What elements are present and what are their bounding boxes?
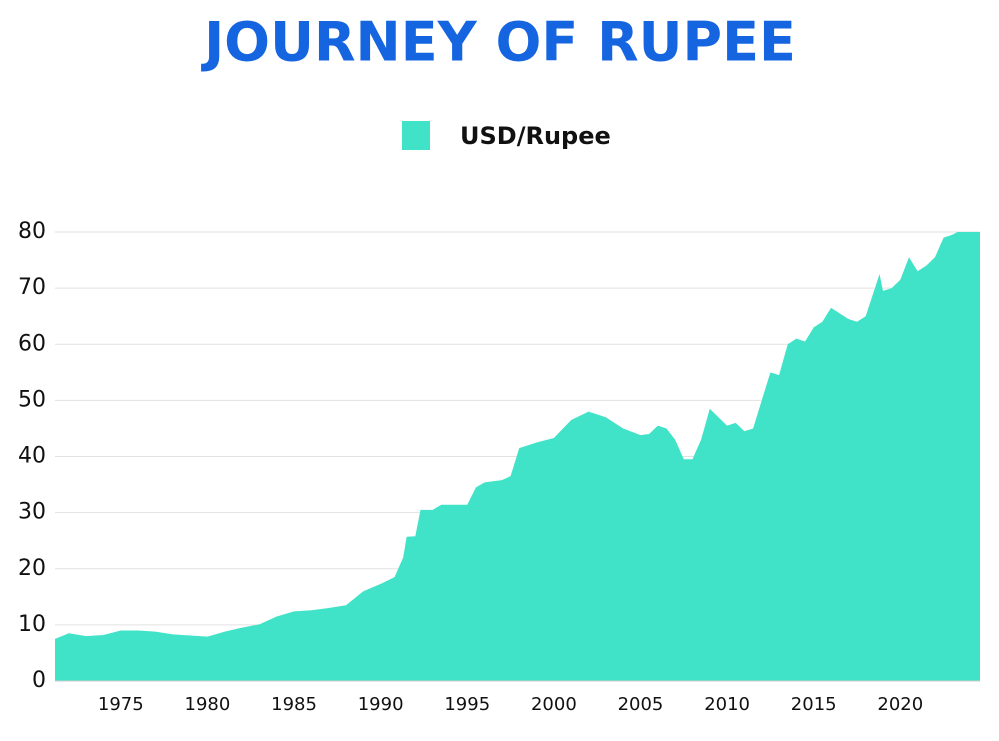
x-tick-label: 1990 [358, 694, 404, 715]
x-tick-label: 1980 [185, 694, 231, 715]
y-tick-label: 70 [18, 275, 46, 300]
y-tick-label: 10 [18, 612, 46, 637]
y-tick-label: 50 [18, 387, 46, 412]
x-tick-label: 2005 [618, 694, 664, 715]
legend-label: USD/Rupee [460, 122, 611, 150]
legend-swatch [402, 121, 430, 150]
y-tick-label: 80 [18, 219, 46, 244]
x-tick-label: 2020 [877, 694, 923, 715]
x-tick-label: 1985 [271, 694, 317, 715]
y-tick-label: 20 [18, 556, 46, 581]
x-tick-label: 2000 [531, 694, 577, 715]
y-tick-label: 40 [18, 444, 46, 469]
x-tick-label: 1975 [98, 694, 144, 715]
y-tick-label: 0 [32, 668, 46, 693]
y-tick-label: 30 [18, 500, 46, 525]
area [55, 232, 980, 681]
x-tick-label: 2010 [704, 694, 750, 715]
y-tick-label: 60 [18, 331, 46, 356]
x-tick-label: 1995 [444, 694, 490, 715]
x-tick-label: 2015 [791, 694, 837, 715]
chart-title: JOURNEY OF RUPEE [200, 11, 796, 74]
